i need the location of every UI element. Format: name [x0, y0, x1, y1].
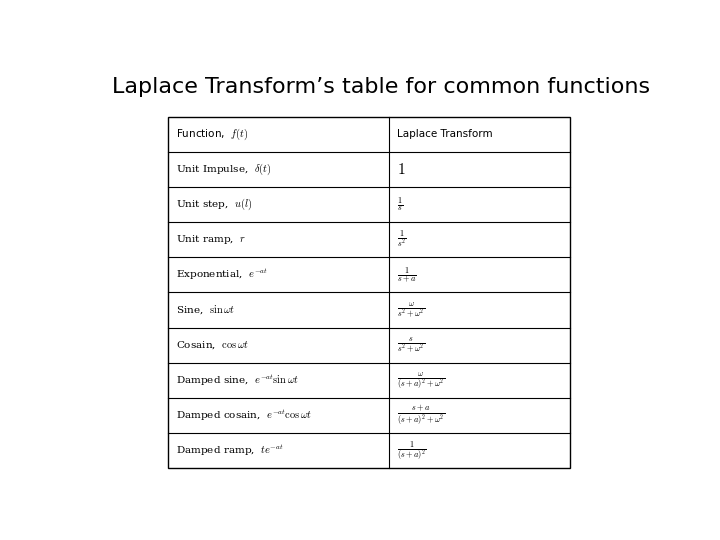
- Text: Laplace Transform: Laplace Transform: [397, 130, 492, 139]
- Text: Exponential,  $e^{-at}$: Exponential, $e^{-at}$: [176, 267, 269, 282]
- Text: $\frac{s+a}{(s+a)^2+\omega^2}$: $\frac{s+a}{(s+a)^2+\omega^2}$: [397, 404, 445, 427]
- Text: Unit Impulse,  $\delta(t)$: Unit Impulse, $\delta(t)$: [176, 162, 272, 177]
- Text: Unit ramp,  $\mathit{r}$: Unit ramp, $\mathit{r}$: [176, 233, 247, 246]
- Text: $\frac{1}{(s+a)^2}$: $\frac{1}{(s+a)^2}$: [397, 440, 427, 462]
- Text: Function,  $f(t)$: Function, $f(t)$: [176, 127, 249, 142]
- Text: $\frac{1}{s^2}$: $\frac{1}{s^2}$: [397, 229, 407, 251]
- Bar: [168, 117, 570, 468]
- Text: $\frac{1}{s}$: $\frac{1}{s}$: [397, 196, 403, 213]
- Text: Damped sine,  $e^{-at}\sin\omega t$: Damped sine, $e^{-at}\sin\omega t$: [176, 373, 300, 388]
- Text: $\frac{\omega}{s^2+\omega^2}$: $\frac{\omega}{s^2+\omega^2}$: [397, 300, 425, 320]
- Text: Damped ramp,  $te^{-at}$: Damped ramp, $te^{-at}$: [176, 443, 284, 458]
- Text: $\frac{\omega}{(s+a)^2+\omega^2}$: $\frac{\omega}{(s+a)^2+\omega^2}$: [397, 370, 445, 390]
- Text: Cosain,  $\cos\omega t$: Cosain, $\cos\omega t$: [176, 339, 249, 351]
- Text: $\mathbf{1}$: $\mathbf{1}$: [397, 162, 405, 177]
- Text: $\frac{s}{s^2+\omega^2}$: $\frac{s}{s^2+\omega^2}$: [397, 335, 425, 355]
- Text: Damped cosain,  $e^{-at}\cos\omega t$: Damped cosain, $e^{-at}\cos\omega t$: [176, 408, 312, 423]
- Text: Laplace Transform’s table for common functions: Laplace Transform’s table for common fun…: [112, 77, 650, 97]
- Text: Unit step,  $\mathit{u}(\mathit{l})$: Unit step, $\mathit{u}(\mathit{l})$: [176, 197, 253, 212]
- Text: Sine,  $\sin\omega t$: Sine, $\sin\omega t$: [176, 303, 236, 316]
- Text: $\frac{1}{s+a}$: $\frac{1}{s+a}$: [397, 266, 416, 285]
